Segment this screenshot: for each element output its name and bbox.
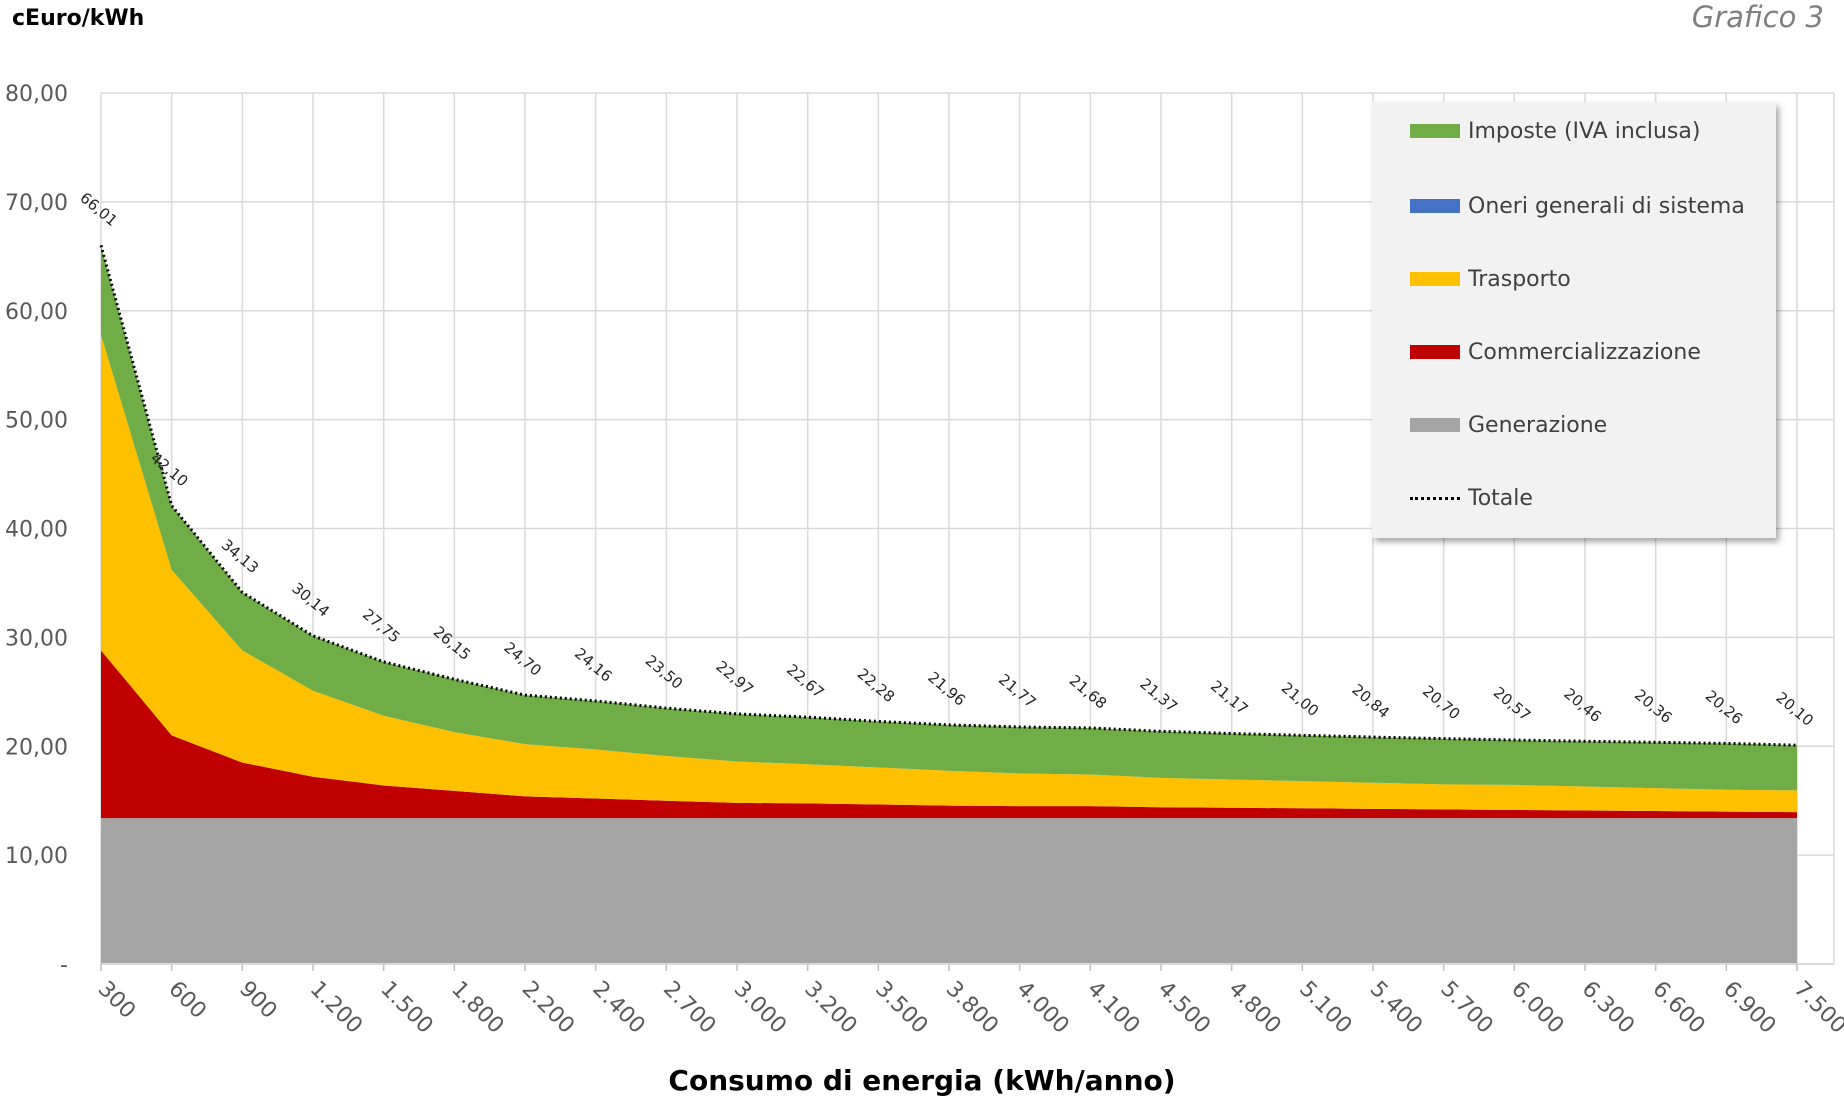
x-tick-label: 4.000 (1011, 977, 1073, 1039)
total-dotted-line (99, 244, 1798, 747)
data-label-total: 21,37 (1136, 675, 1180, 716)
legend-item-totale: Totale (1410, 483, 1533, 513)
y-tick-label: 80,00 (5, 82, 68, 107)
x-tick-label: 2.200 (517, 977, 579, 1039)
x-axis-title: Consumo di energia (kWh/anno) (668, 1064, 1176, 1097)
x-tick-label: 7.500 (1789, 977, 1844, 1039)
x-tick-label: 4.800 (1223, 977, 1285, 1039)
x-tick-label: 2.400 (587, 977, 649, 1039)
legend-swatch-totale (1410, 496, 1460, 500)
x-tick-label: 4.500 (1153, 977, 1215, 1039)
x-tick-label: 6.900 (1718, 977, 1780, 1039)
legend-item-commercializzazione: Commercializzazione (1410, 337, 1701, 367)
data-label-total: 21,00 (1278, 679, 1322, 720)
chart-axes (100, 963, 1834, 971)
data-label-total: 23,50 (642, 651, 686, 692)
data-label-total: 21,77 (995, 670, 1039, 711)
x-tick-label: 900 (234, 977, 281, 1024)
legend-label-generazione: Generazione (1468, 412, 1608, 438)
y-tick-label: 70,00 (5, 191, 68, 216)
legend-swatch-imposte (1410, 124, 1460, 138)
y-tick-label: 50,00 (5, 409, 68, 434)
data-label-total: 20,84 (1348, 680, 1392, 721)
x-tick-label: 300 (93, 977, 140, 1024)
data-label-total: 24,70 (500, 638, 544, 679)
x-tick-label: 4.100 (1082, 977, 1144, 1039)
data-label-total: 20,70 (1419, 682, 1463, 723)
data-label-total: 20,26 (1702, 687, 1746, 728)
legend-label-trasporto: Trasporto (1468, 266, 1571, 292)
legend-label-imposte: Imposte (IVA inclusa) (1468, 118, 1701, 144)
chart-areas (101, 245, 1797, 964)
chart-legend: Imposte (IVA inclusa) Oneri generali di … (1372, 102, 1776, 538)
x-tick-label: 5.700 (1435, 977, 1497, 1039)
data-label-total: 20,10 (1772, 688, 1816, 729)
data-label-total: 22,67 (783, 660, 827, 701)
legend-swatch-oneri (1410, 199, 1460, 213)
y-tick-label: 30,00 (5, 626, 68, 651)
data-label-total: 21,17 (1207, 677, 1251, 718)
x-tick-label: 5.100 (1294, 977, 1356, 1039)
figure-number: Grafico 3 (1691, 0, 1824, 34)
x-tick-label: 1.200 (305, 977, 367, 1039)
x-tick-label: 5.400 (1365, 977, 1427, 1039)
y-tick-label: 10,00 (5, 844, 68, 869)
data-label-total: 20,36 (1631, 686, 1675, 727)
data-label-total: 21,96 (924, 668, 968, 709)
legend-label-oneri: Oneri generali di sistema (1468, 193, 1745, 219)
data-label-total: 66,01 (76, 189, 120, 230)
data-label-total: 20,46 (1560, 685, 1604, 726)
y-tick-label: 20,00 (5, 735, 68, 760)
legend-item-imposte: Imposte (IVA inclusa) (1410, 116, 1700, 146)
x-tick-label: 6.000 (1506, 977, 1568, 1039)
data-label-total: 22,97 (712, 657, 756, 698)
data-label-total: 27,75 (359, 605, 403, 646)
x-tick-label: 600 (163, 977, 210, 1024)
legend-swatch-commercializzazione (1410, 345, 1460, 359)
x-tick-label: 3.000 (729, 977, 791, 1039)
data-label-total: 20,57 (1490, 683, 1534, 724)
area-commercializzazione (101, 650, 1797, 819)
legend-item-generazione: Generazione (1410, 410, 1607, 440)
total-line (99, 244, 1798, 747)
data-label-total: 26,15 (430, 623, 474, 664)
x-tick-label: 2.700 (658, 977, 720, 1039)
x-tick-label: 1.800 (446, 977, 508, 1039)
data-label-total: 22,28 (854, 665, 898, 706)
legend-item-trasporto: Trasporto (1410, 264, 1571, 294)
x-tick-label: 3.800 (941, 977, 1003, 1039)
legend-label-totale: Totale (1468, 485, 1533, 511)
area-generazione (101, 818, 1797, 964)
x-tick-label: 6.600 (1647, 977, 1709, 1039)
data-label-total: 21,68 (1066, 671, 1110, 712)
x-tick-label: 3.500 (870, 977, 932, 1039)
legend-label-commercializzazione: Commercializzazione (1468, 339, 1701, 365)
y-tick-label: 60,00 (5, 300, 68, 325)
legend-swatch-generazione (1410, 418, 1460, 432)
y-axis-unit-label: cEuro/kWh (12, 6, 145, 31)
x-tick-label: 1.500 (375, 977, 437, 1039)
area-trasporto (101, 334, 1797, 813)
legend-swatch-trasporto (1410, 272, 1460, 286)
x-tick-label: 6.300 (1577, 977, 1639, 1039)
data-label-total: 24,16 (571, 644, 615, 685)
y-tick-label: - (60, 953, 68, 978)
x-tick-label: 3.200 (799, 977, 861, 1039)
data-label-total: 30,14 (288, 579, 332, 620)
legend-item-oneri: Oneri generali di sistema (1410, 191, 1745, 221)
y-tick-label: 40,00 (5, 518, 68, 543)
